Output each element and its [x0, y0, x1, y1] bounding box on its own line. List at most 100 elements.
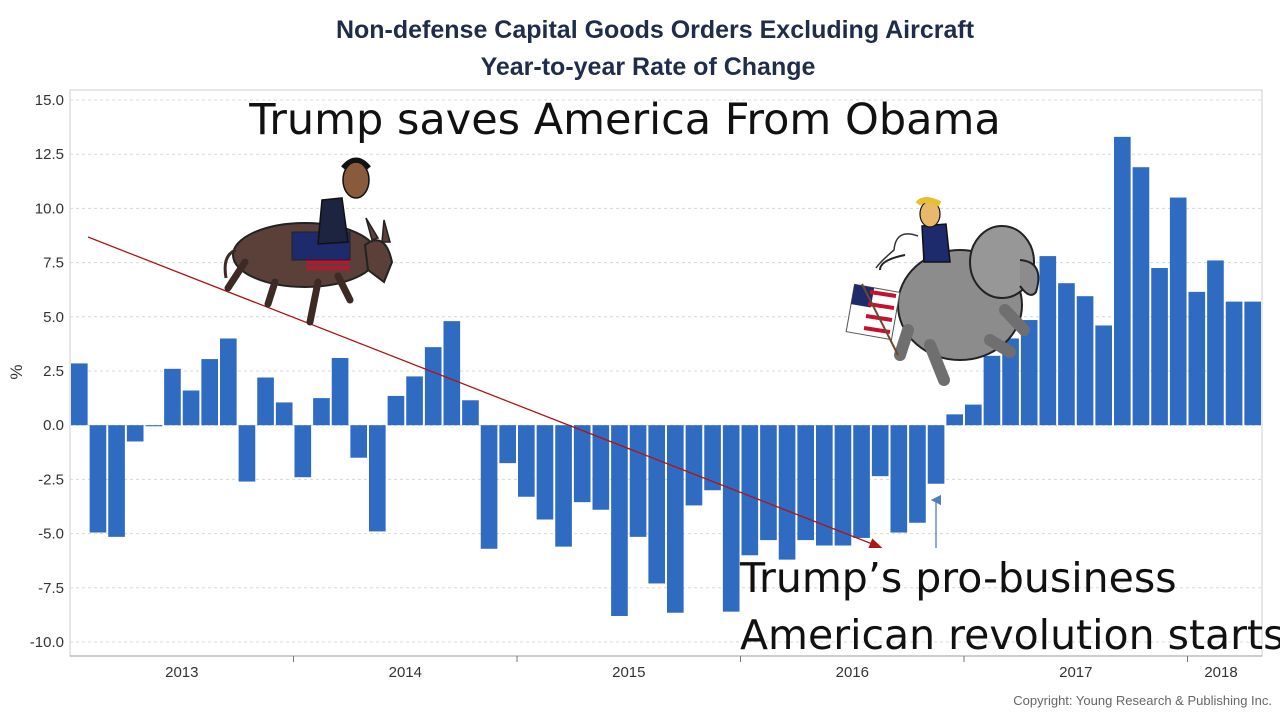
- bar: [480, 425, 498, 549]
- trend-arrow: [87, 236, 883, 549]
- elephant-rider-body: [921, 223, 951, 263]
- flag-canton: [851, 284, 875, 308]
- chart-title: Non-defense Capital Goods Orders Excludi…: [336, 16, 975, 44]
- bar: [1076, 296, 1094, 426]
- bar: [182, 390, 200, 426]
- annotation-top: Trump saves America From Obama: [248, 95, 1000, 145]
- elephant-rider-hair: [915, 197, 942, 207]
- x-year-label: 2016: [836, 664, 869, 681]
- x-year-label: 2014: [389, 664, 422, 681]
- y-tick-label: -10.0: [30, 634, 64, 651]
- bar: [1095, 325, 1113, 426]
- bar: [853, 425, 870, 538]
- bar: [573, 425, 591, 503]
- bar: [387, 395, 405, 426]
- bar: [927, 425, 945, 484]
- bar: [71, 363, 88, 426]
- flag-stripes: [863, 290, 897, 334]
- y-tick-label: 2.5: [43, 363, 64, 380]
- bar: [126, 425, 144, 442]
- bar: [797, 425, 815, 541]
- donkey-ears: [365, 217, 391, 243]
- bar: [145, 425, 163, 427]
- x-year-label: 2013: [165, 664, 198, 681]
- rider-whip: [875, 233, 919, 269]
- donkey-head: [363, 239, 394, 284]
- saddle-stripes: [306, 260, 350, 270]
- elephant-head: [969, 225, 1035, 299]
- bar: [983, 355, 1001, 426]
- bar: [89, 425, 107, 533]
- x-year-label: 2018: [1204, 664, 1237, 681]
- bar: [946, 414, 964, 426]
- bar: [257, 377, 274, 426]
- bar: [965, 404, 982, 426]
- bar: [1114, 136, 1131, 426]
- bar: [164, 368, 181, 426]
- bars: [71, 136, 1262, 616]
- bar: [1039, 256, 1057, 426]
- bar: [108, 425, 125, 537]
- x-ticks: 2013 2014 2015 2016 2017 2018: [165, 656, 1238, 681]
- bar: [1020, 320, 1038, 426]
- rider-body: [317, 197, 349, 245]
- y-tick-label: 10.0: [35, 200, 64, 217]
- bar: [331, 357, 349, 426]
- bar: [536, 425, 554, 520]
- bar: [648, 425, 666, 584]
- bar: [238, 425, 256, 482]
- bar: [611, 425, 628, 616]
- bar: [778, 425, 796, 560]
- bar: [592, 425, 610, 510]
- bar: [1169, 197, 1187, 426]
- bar: [909, 425, 926, 523]
- rider-head: [342, 161, 370, 199]
- donkey-legs: [224, 258, 354, 326]
- bar: [462, 400, 479, 426]
- bar: [629, 425, 647, 537]
- elephant-rider-illustration: [845, 197, 1040, 386]
- elephant-tail: [879, 254, 906, 271]
- donkey-rider-illustration: [223, 157, 394, 326]
- bar: [1002, 338, 1019, 426]
- bar: [834, 425, 852, 546]
- bar: [201, 359, 219, 426]
- y-tick-label: 12.5: [35, 146, 64, 163]
- annotation-bottom-line1: Trump’s pro-business: [739, 554, 1177, 602]
- bar: [369, 425, 386, 532]
- bar: [871, 425, 889, 477]
- y-tick-label: -7.5: [38, 580, 64, 597]
- y-tick-label: 5.0: [43, 309, 64, 326]
- bar: [499, 425, 517, 464]
- bar: [555, 425, 572, 547]
- x-year-label: 2017: [1059, 664, 1092, 681]
- y-tick-label: -2.5: [38, 471, 64, 488]
- x-year-label: 2015: [612, 664, 645, 681]
- bar: [685, 425, 703, 506]
- bar: [1151, 268, 1168, 426]
- bar: [275, 402, 293, 426]
- bar: [406, 376, 423, 426]
- flag-pole: [861, 283, 899, 356]
- bar: [294, 425, 312, 478]
- y-tick-label: -5.0: [38, 526, 64, 543]
- y-axis-label: %: [7, 364, 26, 379]
- bar: [350, 425, 368, 458]
- y-tick-label: 15.0: [35, 92, 64, 109]
- elephant-legs: [894, 304, 1030, 386]
- y-tick-label: 0.0: [43, 417, 64, 434]
- copyright-note: Copyright: Young Research & Publishing I…: [1013, 693, 1272, 708]
- bar: [890, 425, 908, 533]
- bar: [741, 425, 759, 556]
- bar: [1058, 283, 1075, 426]
- bar: [667, 425, 684, 613]
- bar: [722, 425, 740, 612]
- bar: [443, 321, 461, 426]
- chart-subtitle: Year-to-year Rate of Change: [481, 53, 816, 81]
- bar: [1188, 291, 1206, 426]
- bar: [760, 425, 777, 541]
- bar: [424, 347, 442, 426]
- bar: [313, 398, 330, 426]
- bar: [220, 338, 237, 426]
